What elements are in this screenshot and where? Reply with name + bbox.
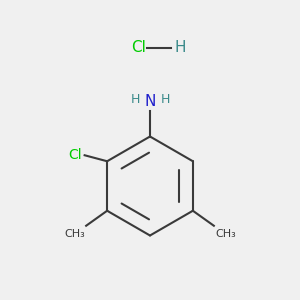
Text: CH₃: CH₃	[215, 229, 236, 239]
Text: H: H	[130, 93, 140, 106]
Text: Cl: Cl	[69, 148, 82, 162]
Text: Cl: Cl	[130, 40, 146, 56]
Text: CH₃: CH₃	[64, 229, 85, 239]
Text: H: H	[174, 40, 185, 56]
Text: N: N	[144, 94, 156, 109]
Text: H: H	[160, 93, 170, 106]
